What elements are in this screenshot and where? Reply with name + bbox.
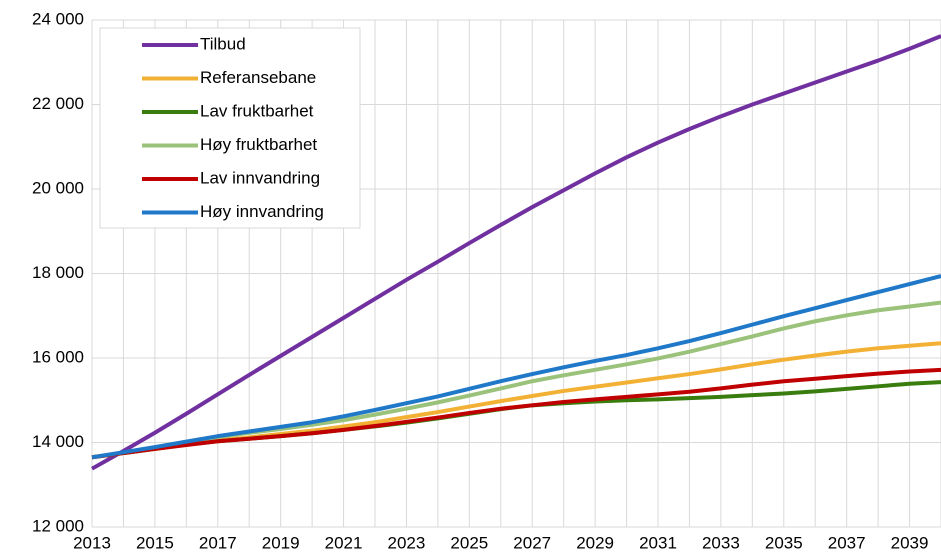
x-tick-label: 2017 — [199, 533, 237, 552]
y-tick-label: 22 000 — [32, 94, 84, 113]
x-tick-label: 2033 — [702, 533, 740, 552]
x-tick-label: 2031 — [639, 533, 677, 552]
x-tick-label: 2029 — [576, 533, 614, 552]
legend-box — [99, 27, 361, 229]
legend-label: Høy innvandring — [200, 202, 324, 221]
x-tick-label: 2039 — [891, 533, 929, 552]
y-tick-label: 18 000 — [32, 263, 84, 282]
legend-label: Lav innvandring — [200, 168, 320, 187]
x-tick-label: 2027 — [513, 533, 551, 552]
x-tick-label: 2019 — [262, 533, 300, 552]
x-tick-label: 2025 — [450, 533, 488, 552]
y-tick-label: 24 000 — [32, 9, 84, 28]
y-tick-label: 16 000 — [32, 347, 84, 366]
x-tick-label: 2015 — [136, 533, 174, 552]
x-tick-label: 2023 — [388, 533, 426, 552]
y-tick-label: 14 000 — [32, 432, 84, 451]
legend-label: Referansebane — [200, 68, 316, 87]
x-tick-label: 2035 — [765, 533, 803, 552]
series-line — [91, 274, 941, 460]
y-tick-label: 12 000 — [32, 516, 84, 535]
legend-label: Tilbud — [200, 34, 246, 53]
x-tick-label: 2037 — [828, 533, 866, 552]
x-tick-label: 2013 — [73, 533, 111, 552]
series-line — [91, 367, 941, 460]
series-line — [91, 34, 941, 471]
y-tick-label: 20 000 — [32, 178, 84, 197]
legend-label: Høy fruktbarhet — [200, 135, 317, 154]
x-tick-label: 2021 — [325, 533, 363, 552]
legend-label: Lav fruktbarhet — [200, 101, 314, 120]
